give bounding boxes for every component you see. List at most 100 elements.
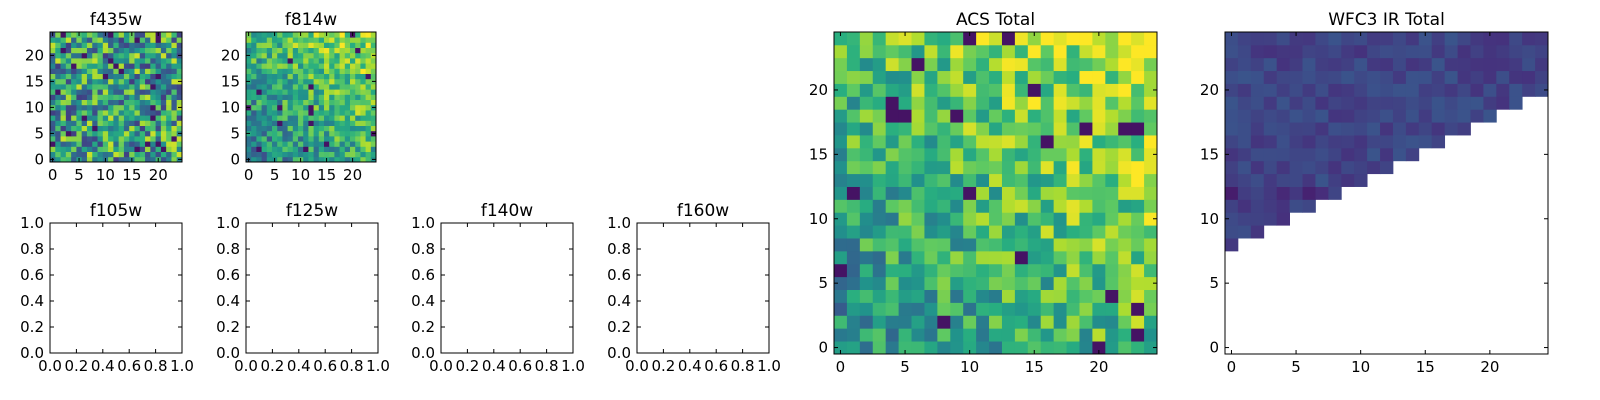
f435w-cell: [145, 130, 151, 137]
f435w-cell: [139, 52, 146, 59]
wfc3-ir-total-cell: [1302, 44, 1316, 59]
f435w-cell: [76, 104, 83, 111]
f814w-cell: [360, 120, 366, 126]
acs-total-cell: [898, 315, 912, 329]
f814w-cell: [282, 73, 288, 80]
wfc3-ir-total-cell: [1302, 160, 1316, 175]
acs-total-cell: [1105, 83, 1119, 97]
f435w-cell: [160, 141, 167, 147]
acs-total-cell: [1131, 160, 1145, 175]
acs-total-cell: [872, 173, 887, 187]
f435w-cell: [92, 130, 98, 137]
f814w-cell: [318, 151, 325, 158]
wfc3-ir-total-xtick-label: 20: [1480, 358, 1499, 376]
f814w-title: f814w: [285, 10, 337, 30]
acs-total-cell: [1144, 135, 1158, 149]
acs-total-cell: [1027, 70, 1042, 84]
wfc3-ir-total-cell: [1276, 212, 1290, 226]
f814w-cell: [334, 104, 340, 111]
acs-total-cell: [1079, 199, 1093, 213]
f814w-cell: [324, 136, 330, 142]
acs-total-cell: [1001, 238, 1016, 252]
f814w-cell: [303, 120, 309, 126]
wfc3-ir-total-cell: [1354, 83, 1368, 97]
acs-total-cell: [976, 109, 990, 123]
f125w-ytick-label: 0.2: [216, 318, 240, 336]
wfc3-ir-total-cell: [1367, 70, 1381, 84]
acs-total-cell: [1144, 225, 1158, 239]
f435w-cell: [76, 42, 83, 48]
f435w-cell: [134, 78, 141, 85]
wfc3-ir-total-xtick-label: 10: [1351, 358, 1370, 376]
f435w-cell: [97, 99, 104, 106]
acs-total-cell: [1079, 289, 1093, 303]
f814w-cell: [329, 68, 335, 74]
acs-total-cell: [924, 96, 938, 110]
f435w-cell: [81, 89, 88, 95]
acs-total-cell: [846, 70, 861, 84]
wfc3-ir-total-cell: [1302, 32, 1316, 46]
acs-total-cell: [989, 302, 1003, 316]
f814w-cell: [365, 125, 372, 132]
f435w-cell: [81, 99, 88, 106]
f435w-cell: [171, 42, 178, 48]
acs-total-cell: [950, 122, 964, 136]
f814w-cell: [277, 130, 283, 137]
f435w-cell: [123, 63, 130, 69]
f814w-cell: [344, 42, 351, 48]
acs-total-cell: [1131, 122, 1145, 136]
f814w-cell: [303, 99, 309, 106]
wfc3-ir-total-cell: [1237, 135, 1252, 149]
f435w-cell: [166, 156, 172, 163]
wfc3-ir-total-cell: [1405, 122, 1420, 136]
f814w-xtick-label: 0: [244, 166, 254, 184]
f814w-cell: [256, 110, 262, 116]
acs-total-cell: [1014, 212, 1029, 226]
wfc3-ir-total-title: WFC3 IR Total: [1328, 10, 1445, 30]
acs-total-cell: [1105, 250, 1119, 265]
f814w-cell: [292, 73, 299, 80]
f814w-cell: [355, 136, 361, 142]
acs-total-cell: [911, 70, 925, 84]
acs-total-cell: [1040, 109, 1055, 123]
acs-total-cell: [834, 122, 848, 136]
f435w-cell: [155, 151, 162, 158]
wfc3-ir-total-cell: [1522, 83, 1536, 97]
f435w-cell: [60, 68, 67, 74]
f814w-cell: [282, 32, 288, 38]
f814w-cell: [324, 94, 330, 100]
acs-total-cell: [898, 225, 912, 239]
f814w-cell: [344, 58, 351, 64]
wfc3-ir-total-cell: [1302, 122, 1316, 136]
acs-total-cell: [834, 160, 848, 175]
acs-total-cell: [950, 57, 964, 72]
f814w-cell: [272, 37, 278, 43]
wfc3-ir-total-cell: [1225, 212, 1239, 226]
wfc3-ir-total-cell: [1367, 96, 1381, 110]
acs-total-cell: [911, 160, 925, 175]
wfc3-ir-total-cell: [1470, 83, 1484, 97]
acs-total-cell: [872, 186, 887, 200]
wfc3-ir-total-cell: [1263, 186, 1278, 200]
f435w-cell: [171, 130, 178, 137]
acs-total-title: ACS Total: [956, 10, 1035, 30]
f814w-cell: [277, 37, 283, 43]
f814w-cell: [313, 104, 320, 111]
f435w-cell: [150, 42, 156, 48]
f435w-cell: [118, 99, 125, 106]
acs-total-cell: [1118, 83, 1132, 97]
wfc3-ir-total-cell: [1535, 32, 1549, 46]
acs-total-cell: [1118, 32, 1132, 46]
acs-total-cell: [872, 70, 887, 84]
wfc3-ir-total-cell: [1250, 199, 1265, 213]
f435w-cell: [113, 99, 120, 106]
f814w-cell: [272, 110, 278, 116]
f814w-cell: [350, 141, 356, 147]
f814w-cell: [277, 68, 283, 74]
wfc3-ir-total-cell: [1328, 109, 1342, 123]
f814w-cell: [246, 146, 252, 152]
wfc3-ir-total-cell: [1289, 32, 1303, 46]
f814w-cell: [277, 58, 283, 64]
f435w-cell: [97, 37, 104, 43]
f435w-cell: [113, 94, 120, 100]
